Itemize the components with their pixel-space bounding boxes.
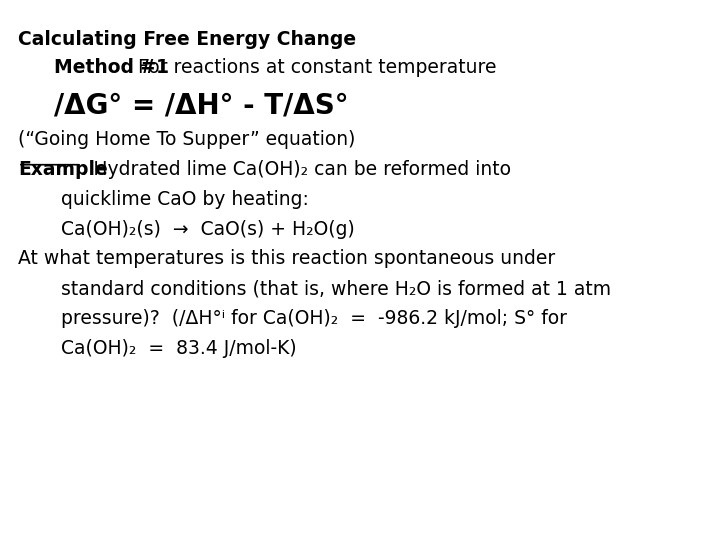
Text: (“Going Home To Supper” equation): (“Going Home To Supper” equation)	[18, 130, 356, 148]
Text: Calculating Free Energy Change: Calculating Free Energy Change	[18, 30, 356, 49]
Text: Example: Example	[18, 160, 108, 179]
Text: Method #1: Method #1	[54, 58, 169, 77]
Text: For reactions at constant temperature: For reactions at constant temperature	[138, 58, 496, 77]
Text: Ca(OH)₂  =  83.4 J/mol-K): Ca(OH)₂ = 83.4 J/mol-K)	[61, 339, 297, 357]
Text: : Hydrated lime Ca(OH)₂ can be reformed into: : Hydrated lime Ca(OH)₂ can be reformed …	[81, 160, 511, 179]
Text: quicklime CaO by heating:: quicklime CaO by heating:	[61, 190, 309, 209]
Text: /ΔG° = /ΔH° - T/ΔS°: /ΔG° = /ΔH° - T/ΔS°	[54, 92, 348, 120]
Text: At what temperatures is this reaction spontaneous under: At what temperatures is this reaction sp…	[18, 249, 555, 268]
Text: pressure)?  (/ΔH°ⁱ for Ca(OH)₂  =  -986.2 kJ/mol; S° for: pressure)? (/ΔH°ⁱ for Ca(OH)₂ = -986.2 k…	[61, 309, 567, 328]
Text: Ca(OH)₂(s)  →  CaO(s) + H₂O(g): Ca(OH)₂(s) → CaO(s) + H₂O(g)	[61, 220, 355, 239]
Text: standard conditions (that is, where H₂O is formed at 1 atm: standard conditions (that is, where H₂O …	[61, 279, 611, 298]
